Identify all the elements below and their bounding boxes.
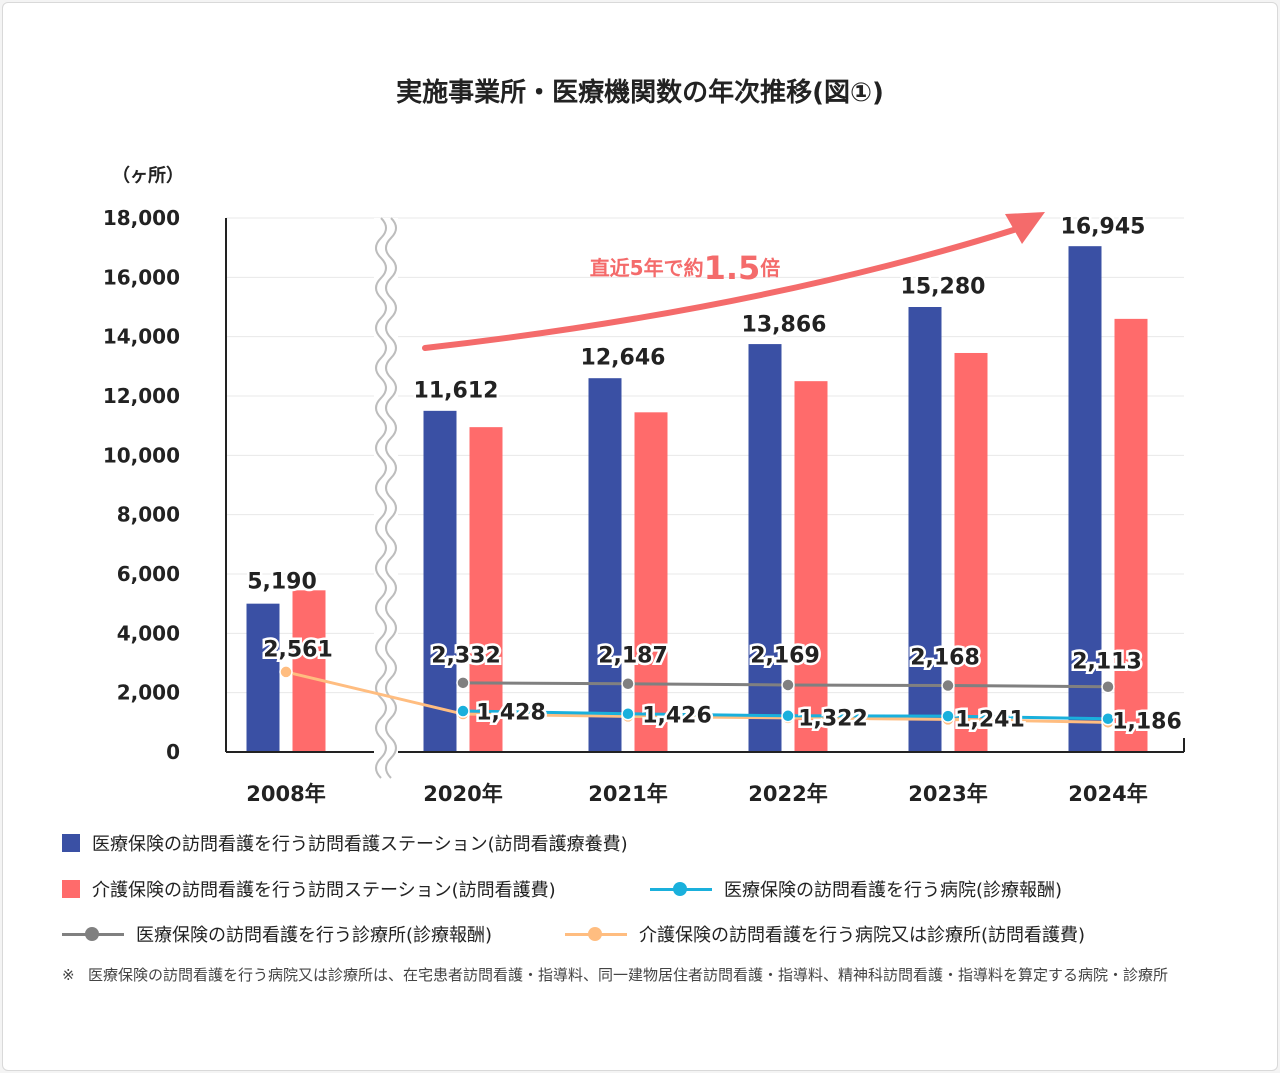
data-label-clinic-medical: 2,332 [431,644,501,669]
bar-station-care [469,427,503,752]
growth-annotation-prefix: 直近5年で約 [590,256,704,280]
legend-item-station-medical: 医療保険の訪問看護を行う訪問看護ステーション(訪問看護療養費) [62,830,628,856]
data-label-station-medical: 5,190 [247,570,317,595]
growth-annotation-value: 1.5 [704,249,761,287]
axis-break [375,217,397,779]
y-tick-label: 14,000 [103,325,180,349]
data-label-station-medical: 11,612 [414,379,499,404]
legend-swatch-station-medical [62,834,80,852]
data-label-clinic-medical: 2,187 [598,644,668,669]
data-label-hospital-clinic-care: 1,241 [955,708,1025,733]
bar-station-medical [423,410,457,752]
chart-title: 実施事業所・医療機関数の年次推移(図①) [396,77,884,108]
bar-station-care [1114,318,1148,752]
point-clinic-medical [941,678,955,693]
footnote-text: 医療保険の訪問看護を行う病院又は診療所は、在宅患者訪問看護・指導料、同一建物居住… [88,966,1169,984]
y-tick-label: 12,000 [103,384,180,408]
x-tick-label: 2020年 [423,782,502,806]
x-tick-label: 2024年 [1068,782,1147,806]
legend-label-station-medical: 医療保険の訪問看護を行う訪問看護ステーション(訪問看護療養費) [92,834,628,855]
data-label-station-medical: 15,280 [901,275,986,300]
point-clinic-medical [781,678,795,692]
data-label-station-medical: 12,646 [581,346,666,371]
line-hospital-clinic-care [285,670,1109,724]
bar-station-care [954,352,988,752]
legend-label-station-care: 介護保険の訪問看護を行う訪問ステーション(訪問看護費) [92,880,556,901]
growth-annotation-suffix: 倍 [760,256,780,280]
data-label-hospital-clinic-care: 1,426 [642,704,712,729]
legend-item-hospital-medical: 医療保険の訪問看護を行う病院(診療報酬) [650,876,1062,902]
growth-annotation: 直近5年で約1.5倍 [590,249,781,287]
point-hospital-medical [941,709,955,723]
legend-swatch-clinic-medical [62,925,124,943]
legend-swatch-hospital-clinic-care [565,925,627,943]
x-tick-label: 2008年 [246,782,325,806]
legend-swatch-station-care [62,880,80,898]
legend-item-station-care: 介護保険の訪問看護を行う訪問ステーション(訪問看護費) [62,876,556,902]
y-tick-label: 18,000 [103,206,180,230]
legend-swatch-hospital-medical [650,880,712,898]
point-hospital-medical [621,706,635,721]
point-hospital-medical [456,704,470,718]
chart-canvas: 実施事業所・医療機関数の年次推移(図①) （ヶ所） 0 2,000 4,000 6,000… [103,77,1185,806]
x-tick-label: 2023年 [908,782,987,806]
point-clinic-medical [456,676,470,690]
bar-station-medical [588,378,622,752]
data-label-hospital-clinic-care: 1,428 [476,701,546,726]
y-tick-label: 4,000 [117,621,180,645]
legend-label-clinic-medical: 医療保険の訪問看護を行う診療所(診療報酬) [136,925,493,946]
y-tick-label: 10,000 [103,443,180,467]
x-tick-label: 2021年 [588,782,667,806]
data-label-hospital-clinic-care: 2,561 [263,638,333,663]
point-hospital-medical [1101,712,1115,726]
growth-arrow [422,225,1023,351]
legend-label-hospital-medical: 医療保険の訪問看護を行う病院(診療報酬) [724,880,1063,901]
y-tick-label: 0 [166,740,180,764]
data-label-station-medical: 16,945 [1061,215,1146,240]
axis-break-line [385,217,397,779]
bar-station-medical [748,344,782,752]
data-label-clinic-medical: 2,169 [750,644,820,669]
data-label-station-medical: 13,866 [742,313,827,338]
footnote-mark: ※ [62,966,75,984]
bar-station-care [292,590,326,752]
data-label-clinic-medical: 2,113 [1072,650,1142,675]
data-label-clinic-medical: 2,168 [910,646,980,671]
point-hospital-medical [781,709,795,723]
point-hospital-clinic-care [279,665,293,679]
bar-station-medical [1068,246,1102,752]
x-tick-label: 2022年 [748,782,827,806]
data-label-hospital-clinic-care: 1,322 [798,707,868,732]
y-tick-label: 6,000 [117,562,180,586]
bar-station-medical [908,307,942,752]
y-tick-label: 8,000 [117,503,180,527]
bar-station-care [634,412,668,752]
y-tick-label: 16,000 [103,265,180,289]
y-axis-unit: （ヶ所） [112,166,184,187]
bar-station-medical [246,603,280,752]
growth-arrowhead [1005,212,1045,244]
legend-label-hospital-clinic-care: 介護保険の訪問看護を行う病院又は診療所(訪問看護費) [639,925,1086,946]
data-label-hospital-clinic-care: 1,186 [1112,710,1182,735]
legend-item-hospital-clinic-care: 介護保険の訪問看護を行う病院又は診療所(訪問看護費) [565,921,1085,947]
axis-break-line [375,217,387,779]
bar-station-care [794,381,828,752]
legend-item-clinic-medical: 医療保険の訪問看護を行う診療所(診療報酬) [62,921,492,947]
point-clinic-medical [621,677,635,691]
y-tick-label: 2,000 [117,681,180,705]
point-clinic-medical [1101,679,1115,694]
